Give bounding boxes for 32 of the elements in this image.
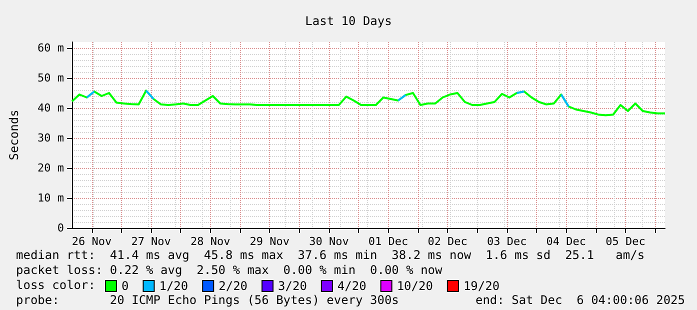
legend-label: 19/20 — [463, 279, 500, 293]
y-tick-label: 0 — [57, 222, 64, 234]
x-tick-label: 01 Dec — [368, 235, 408, 248]
x-tick-label: 02 Dec — [428, 235, 468, 248]
y-tick-label: 20 m — [38, 162, 64, 174]
legend-title: loss color: — [16, 278, 96, 292]
x-tick-label: 29 Nov — [250, 235, 290, 248]
x-tick-label: 30 Nov — [309, 235, 350, 248]
x-tick-label: 28 Nov — [190, 235, 231, 248]
x-tick-label: 04 Dec — [546, 235, 586, 248]
text: probe: 20 ICMP Echo Pings (56 Bytes) every 300s — [16, 293, 399, 307]
legend-label: 1/20 — [159, 279, 188, 293]
text: median rtt: 41.4 ms avg 45.8 ms max 37.6 ms min 38.2 ms now 1.6 ms sd 25.1 am/s — [16, 248, 645, 262]
legend-label: 10/20 — [396, 279, 433, 293]
chart-title: Last 10 Days — [305, 14, 392, 28]
y-tick-label: 30 m — [38, 132, 64, 144]
y-axis-title: Seconds — [7, 110, 21, 160]
x-tick-label: 27 Nov — [131, 235, 172, 248]
legend-label: 3/20 — [278, 279, 307, 293]
y-tick-label: 50 m — [38, 72, 64, 84]
x-tick-label: 05 Dec — [606, 235, 646, 248]
y-tick-label: 10 m — [38, 192, 64, 204]
text: packet loss: 0.22 % avg 2.50 % max 0.00 % min 0.00 % now — [16, 263, 444, 277]
legend-label: 0 — [122, 279, 129, 293]
y-tick-label: 60 m — [38, 42, 64, 54]
x-tick-label: 03 Dec — [486, 235, 527, 248]
x-tick-label: 26 Nov — [72, 235, 112, 248]
legend-label: 4/20 — [337, 279, 366, 293]
y-tick-label: 40 m — [38, 102, 64, 114]
legend-label: 2/20 — [218, 279, 248, 293]
line-series — [71, 90, 666, 116]
text: end: Sat Dec 6 04:00:06 2025 — [475, 293, 685, 307]
